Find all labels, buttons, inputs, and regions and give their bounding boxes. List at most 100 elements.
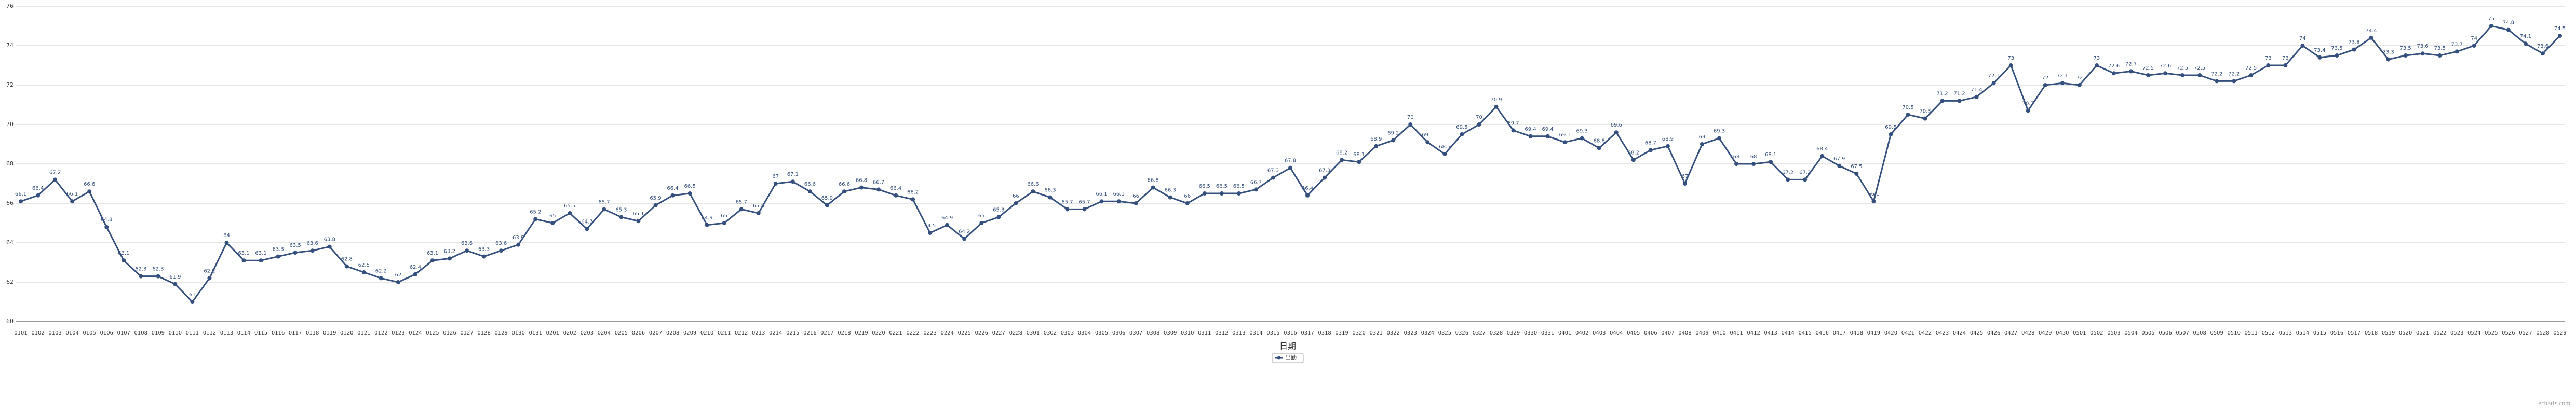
data-point bbox=[859, 185, 864, 190]
data-point bbox=[276, 254, 280, 259]
data-point bbox=[1580, 136, 1584, 141]
x-tick-label: 0226 bbox=[975, 330, 988, 336]
data-label: 66.3 bbox=[1044, 188, 1056, 193]
x-tick-label: 0221 bbox=[889, 330, 902, 336]
data-label: 73.6 bbox=[2537, 44, 2548, 49]
data-point bbox=[1923, 116, 1927, 121]
data-point bbox=[122, 258, 126, 263]
x-tick-label: 0210 bbox=[700, 330, 713, 336]
data-point bbox=[739, 207, 744, 212]
x-tick-label: 0117 bbox=[289, 330, 302, 336]
data-label: 64.9 bbox=[941, 215, 953, 221]
data-label: 65.5 bbox=[753, 203, 764, 209]
x-tick-label: 0314 bbox=[1249, 330, 1262, 336]
x-tick-label: 0118 bbox=[306, 330, 319, 336]
data-point bbox=[1717, 136, 1722, 141]
data-point bbox=[894, 193, 898, 198]
x-tick-label: 0219 bbox=[855, 330, 868, 336]
y-tick-label: 68 bbox=[6, 160, 14, 167]
data-label: 66.5 bbox=[1199, 184, 1210, 189]
x-tick-label: 0320 bbox=[1352, 330, 1365, 336]
data-point bbox=[224, 241, 229, 245]
x-tick-label: 0215 bbox=[786, 330, 799, 336]
x-tick-label: 0424 bbox=[1953, 330, 1966, 336]
x-axis-label: 日期 bbox=[1279, 341, 1296, 351]
data-label: 70.3 bbox=[1919, 109, 1931, 115]
x-tick-label: 0222 bbox=[906, 330, 919, 336]
data-label: 70 bbox=[1476, 115, 1482, 120]
data-point bbox=[2283, 63, 2288, 67]
data-label: 69.3 bbox=[1714, 129, 1725, 134]
data-point bbox=[2163, 71, 2168, 76]
x-tick-label: 0425 bbox=[1970, 330, 1983, 336]
data-label: 66.1 bbox=[1113, 191, 1124, 197]
data-point bbox=[1631, 158, 1636, 162]
x-tick-label: 0315 bbox=[1266, 330, 1279, 336]
data-point bbox=[1288, 165, 1292, 170]
data-label: 69.1 bbox=[1559, 132, 1571, 138]
x-tick-label: 0318 bbox=[1318, 330, 1331, 336]
data-point bbox=[1082, 207, 1087, 212]
data-label: 74 bbox=[2471, 36, 2477, 41]
x-tick-label: 0512 bbox=[2262, 330, 2275, 336]
data-point bbox=[825, 203, 829, 207]
x-tick-label: 0224 bbox=[940, 330, 953, 336]
data-point bbox=[2232, 79, 2236, 84]
data-label: 70.9 bbox=[1490, 97, 1502, 103]
x-tick-label: 0216 bbox=[803, 330, 816, 336]
y-tick-label: 70 bbox=[6, 121, 14, 128]
data-point bbox=[2026, 108, 2030, 113]
data-label: 73.4 bbox=[2314, 48, 2325, 53]
data-label: 64.9 bbox=[701, 215, 712, 221]
x-tick-label: 0312 bbox=[1215, 330, 1228, 336]
data-point bbox=[1786, 177, 1790, 182]
legend-box bbox=[1272, 353, 1304, 363]
data-label: 72.2 bbox=[2228, 71, 2240, 77]
data-point bbox=[413, 272, 417, 276]
x-tick-label: 0205 bbox=[615, 330, 628, 336]
data-label: 64.2 bbox=[959, 229, 970, 234]
x-tick-label: 0321 bbox=[1369, 330, 1382, 336]
data-point bbox=[1253, 187, 1258, 192]
x-tick-label: 0508 bbox=[2193, 330, 2206, 336]
x-tick-label: 0327 bbox=[1473, 330, 1486, 336]
data-label: 66.1 bbox=[1096, 191, 1107, 197]
y-tick-label: 76 bbox=[6, 3, 14, 9]
data-label: 69.4 bbox=[1542, 127, 1553, 132]
data-point bbox=[2197, 73, 2202, 77]
data-point bbox=[465, 248, 469, 253]
data-label: 74.5 bbox=[2554, 26, 2566, 32]
data-label: 69.6 bbox=[1611, 122, 1622, 128]
data-label: 72.5 bbox=[2142, 65, 2154, 71]
data-label: 66.4 bbox=[32, 186, 44, 191]
data-label: 69 bbox=[1699, 134, 1706, 140]
data-point bbox=[53, 177, 58, 182]
data-point bbox=[619, 215, 624, 219]
data-label: 68.8 bbox=[1594, 138, 1605, 144]
data-point bbox=[2420, 51, 2425, 56]
data-point bbox=[2060, 81, 2065, 86]
data-point bbox=[1820, 154, 1825, 158]
data-label: 68 bbox=[1750, 154, 1757, 160]
x-tick-label: 0403 bbox=[1593, 330, 1606, 336]
data-label: 67.2 bbox=[1799, 170, 1811, 175]
data-point bbox=[1031, 189, 1035, 194]
data-label: 72.1 bbox=[2057, 73, 2068, 79]
data-point bbox=[293, 251, 298, 255]
data-point bbox=[636, 219, 641, 224]
data-point bbox=[2215, 79, 2219, 84]
data-label: 65.1 bbox=[632, 211, 644, 217]
data-point bbox=[344, 264, 349, 269]
data-label: 73.7 bbox=[2451, 41, 2463, 47]
data-label: 62.8 bbox=[341, 257, 353, 262]
data-point bbox=[1511, 128, 1516, 133]
x-tick-label: 0103 bbox=[48, 330, 61, 336]
data-label: 66.6 bbox=[839, 182, 850, 187]
data-label: 65.7 bbox=[736, 199, 747, 205]
y-tick-label: 66 bbox=[6, 200, 14, 206]
x-tick-label: 0326 bbox=[1455, 330, 1468, 336]
x-tick-label: 0507 bbox=[2176, 330, 2189, 336]
x-tick-label: 0126 bbox=[443, 330, 456, 336]
data-point bbox=[2249, 73, 2254, 77]
